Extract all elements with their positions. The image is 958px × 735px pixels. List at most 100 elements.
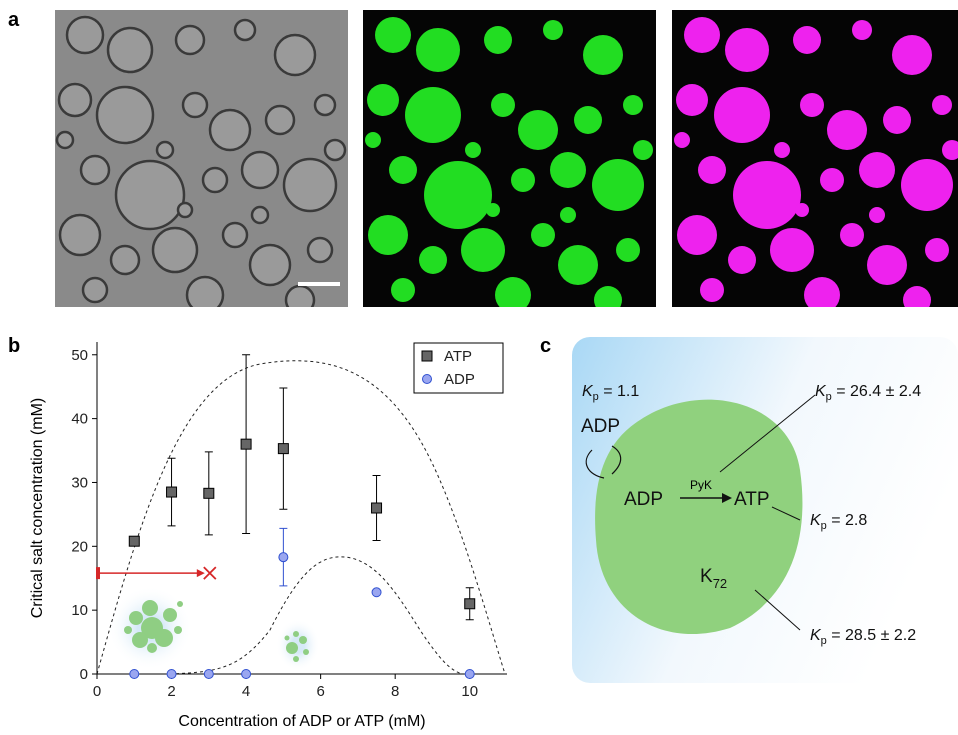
molecule: ADP — [624, 489, 663, 510]
y-tick-label: 0 — [80, 666, 88, 683]
data-point — [372, 588, 381, 597]
droplet — [714, 87, 770, 143]
droplet — [543, 20, 563, 40]
panel-label: a — [8, 9, 20, 31]
droplet — [60, 215, 100, 255]
droplet — [674, 132, 690, 148]
droplet — [375, 17, 411, 53]
droplet — [684, 17, 720, 53]
droplet — [419, 246, 447, 274]
droplet — [183, 93, 207, 117]
droplet — [389, 156, 417, 184]
y-tick-label: 30 — [71, 474, 88, 491]
droplet — [495, 277, 531, 313]
legend-marker — [423, 375, 432, 384]
data-point — [129, 536, 139, 546]
droplet — [698, 156, 726, 184]
droplet — [83, 278, 107, 302]
droplet — [250, 245, 290, 285]
x-tick-label: 0 — [93, 683, 101, 700]
x-axis-label: Concentration of ADP or ATP (mM) — [178, 713, 425, 730]
droplet — [518, 110, 558, 150]
droplet — [223, 223, 247, 247]
droplet — [491, 93, 515, 117]
droplet — [774, 142, 790, 158]
droplet — [116, 161, 184, 229]
droplet — [592, 159, 644, 211]
molecule: ADP — [581, 416, 620, 437]
legend-label: ADP — [444, 371, 475, 388]
droplet — [770, 228, 814, 272]
droplet — [867, 245, 907, 285]
droplet — [367, 84, 399, 116]
data-point — [204, 488, 214, 498]
x-tick-label: 2 — [167, 683, 175, 700]
droplet — [859, 152, 895, 188]
droplet — [325, 140, 345, 160]
droplet — [486, 203, 500, 217]
x-tick-label: 8 — [391, 683, 399, 700]
droplet — [892, 35, 932, 75]
droplet — [157, 142, 173, 158]
data-point — [465, 599, 475, 609]
droplet — [903, 286, 931, 314]
droplet — [700, 278, 724, 302]
droplet — [932, 95, 952, 115]
droplet — [242, 152, 278, 188]
y-tick-label: 20 — [71, 538, 88, 555]
page: a b c 024681001020304050Concentration of… — [0, 0, 958, 735]
droplet — [852, 20, 872, 40]
droplet — [391, 278, 415, 302]
droplet — [869, 207, 885, 223]
droplet — [484, 26, 512, 54]
droplet — [315, 95, 335, 115]
droplet — [275, 35, 315, 75]
droplet — [266, 106, 294, 134]
droplet — [210, 110, 250, 150]
droplet — [616, 238, 640, 262]
droplet — [153, 228, 197, 272]
data-point — [372, 503, 382, 513]
droplet — [284, 159, 336, 211]
data-point — [204, 670, 213, 679]
droplet — [558, 245, 598, 285]
droplet — [583, 35, 623, 75]
droplet — [108, 28, 152, 72]
droplet — [800, 93, 824, 117]
data-point — [279, 553, 288, 562]
data-point — [167, 670, 176, 679]
enzyme: PyK — [690, 478, 712, 492]
droplet — [416, 28, 460, 72]
droplet — [733, 161, 801, 229]
droplet — [550, 152, 586, 188]
droplet — [925, 238, 949, 262]
droplet — [203, 168, 227, 192]
data-point — [130, 670, 139, 679]
y-tick-label: 40 — [71, 411, 88, 428]
droplet — [178, 203, 192, 217]
droplet — [623, 95, 643, 115]
droplet — [97, 87, 153, 143]
droplet — [286, 286, 314, 314]
droplet — [793, 26, 821, 54]
legend-marker — [422, 351, 432, 361]
molecule: ATP — [734, 489, 770, 510]
range-end — [204, 567, 216, 579]
droplet — [676, 84, 708, 116]
range-start — [96, 567, 100, 579]
droplet — [840, 223, 864, 247]
droplet — [728, 246, 756, 274]
droplet — [901, 159, 953, 211]
legend-label: ATP — [444, 348, 472, 365]
droplet — [677, 215, 717, 255]
droplet — [308, 238, 332, 262]
range-arrowhead — [197, 569, 205, 577]
droplet — [804, 277, 840, 313]
x-tick-label: 6 — [316, 683, 324, 700]
data-point — [241, 439, 251, 449]
x-tick-label: 10 — [461, 683, 478, 700]
droplet — [725, 28, 769, 72]
droplet — [574, 106, 602, 134]
droplet — [176, 26, 204, 54]
droplet — [795, 203, 809, 217]
